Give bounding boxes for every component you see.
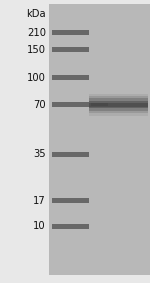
Bar [89, 101, 148, 108]
Text: 210: 210 [27, 27, 46, 38]
Bar [89, 103, 148, 107]
Text: 35: 35 [33, 149, 46, 159]
Text: 150: 150 [27, 44, 46, 55]
Bar [49, 4, 150, 275]
Bar [52, 102, 89, 107]
Text: 17: 17 [33, 196, 46, 206]
Bar [52, 198, 89, 203]
Bar [52, 47, 89, 52]
Bar [52, 30, 89, 35]
Bar [89, 98, 148, 111]
Bar [52, 152, 89, 157]
Text: 100: 100 [27, 73, 46, 83]
Bar [52, 75, 89, 80]
Text: 70: 70 [33, 100, 46, 110]
Text: kDa: kDa [26, 8, 46, 19]
Bar [52, 224, 89, 229]
Bar [89, 96, 148, 113]
Text: 10: 10 [33, 221, 46, 231]
Bar [89, 93, 148, 116]
Bar [91, 103, 108, 106]
